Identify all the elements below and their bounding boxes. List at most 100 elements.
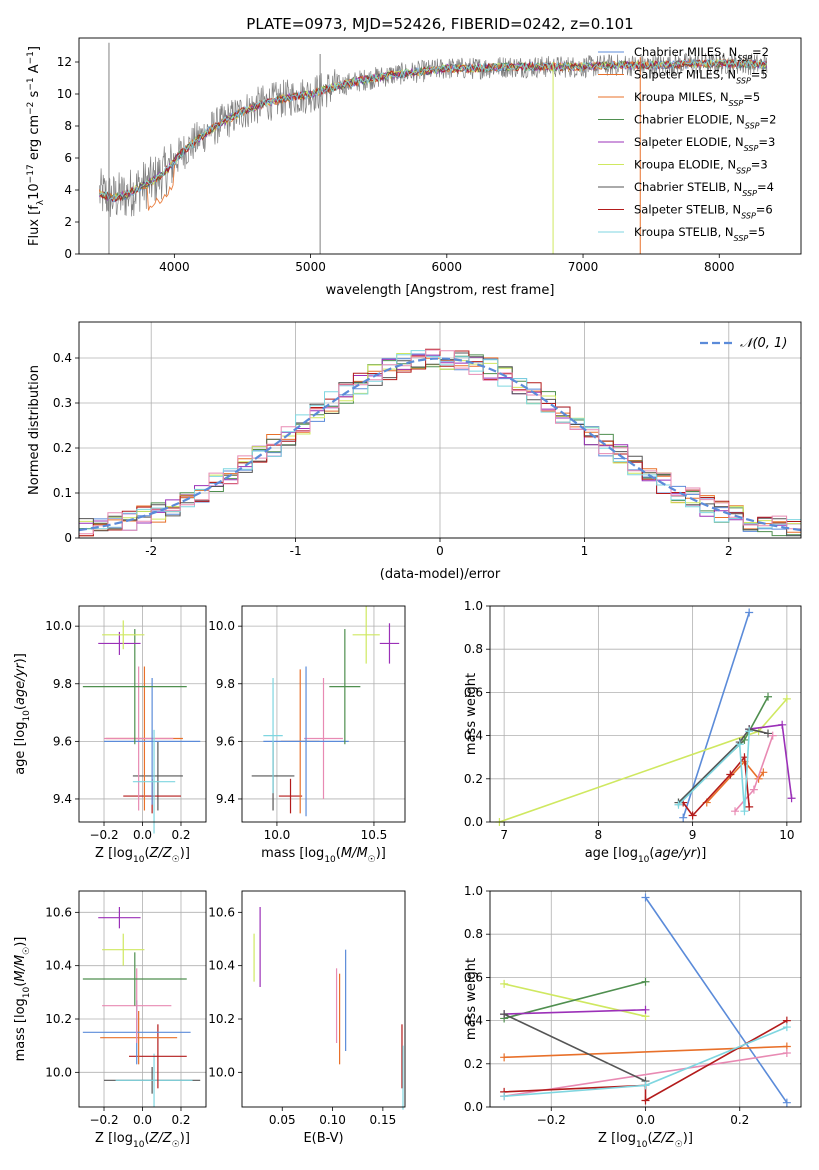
weight-series bbox=[504, 1045, 787, 1059]
y-tick-label: 0.2 bbox=[464, 772, 483, 786]
axes-weight_vs_age: 7 8 9 10 0.0 0.2 0.4 0.6 0.8 1.0 bbox=[464, 599, 801, 842]
y-tick-label: 12 bbox=[57, 55, 72, 69]
y-tick-label: 0.1 bbox=[53, 486, 72, 500]
errorbars-age_vs_Z bbox=[82, 620, 201, 834]
y-tick-label: 0.0 bbox=[464, 815, 483, 829]
weight-marker bbox=[641, 1096, 650, 1105]
weight-marker bbox=[787, 794, 796, 803]
weight-marker bbox=[500, 1053, 509, 1062]
weight-marker bbox=[679, 813, 688, 822]
y-axis-label: mass weight bbox=[464, 673, 479, 755]
model-spectrum-line bbox=[99, 58, 767, 202]
y-tick-label: 0.4 bbox=[464, 1014, 483, 1028]
weight-marker bbox=[782, 1023, 791, 1032]
y-tick-label: 0.2 bbox=[464, 1057, 483, 1071]
x-axis-label: mass [log10(M/M☉)] bbox=[261, 846, 386, 865]
y-axis-label: Flux [fλ10−17 erg cm−2 s−1 A−1] bbox=[26, 46, 46, 246]
weight-marker bbox=[745, 802, 754, 811]
y-tick-label: 0.0 bbox=[464, 1100, 483, 1114]
weight-series bbox=[682, 612, 750, 818]
y-tick-label: 10.6 bbox=[208, 905, 235, 919]
y-tick-label: 1.0 bbox=[464, 884, 483, 898]
legend-spectrum: Chabrier MILES, NSSP=2 Salpeter MILES, NS… bbox=[598, 45, 776, 243]
x-tick-label: 2 bbox=[725, 544, 733, 558]
weight-marker bbox=[500, 979, 509, 988]
x-tick-label: −0.2 bbox=[89, 1113, 118, 1127]
x-tick-label: 0.15 bbox=[370, 1113, 397, 1127]
y-tick-label: 0.8 bbox=[464, 927, 483, 941]
weight-marker bbox=[735, 740, 744, 749]
weight-lines-weight_vs_Z bbox=[500, 893, 791, 1107]
y-axis-label: mass weight bbox=[464, 958, 479, 1040]
weight-marker bbox=[641, 977, 650, 986]
frame-mass_vs_ebv bbox=[241, 890, 406, 1108]
y-tick-label: 9.4 bbox=[53, 792, 72, 806]
legend-entry: Kroupa ELODIE, NSSP=3 bbox=[634, 158, 768, 176]
legend-entry: Salpeter MILES, NSSP=5 bbox=[634, 68, 768, 86]
x-axis-label: Z [log10(Z/Z☉)] bbox=[598, 1131, 693, 1150]
errorbars-age_vs_mass bbox=[251, 606, 400, 817]
weight-marker bbox=[500, 1092, 509, 1101]
x-tick-label: 0.0 bbox=[133, 1113, 152, 1127]
axes-spectrum: 4000 5000 6000 7000 8000 0 2 4 6 8 10 12 bbox=[57, 55, 735, 274]
frame-mass_vs_Z bbox=[78, 890, 207, 1108]
legend-entry: Chabrier STELIB, NSSP=4 bbox=[634, 180, 774, 198]
y-tick-label: 1.0 bbox=[464, 599, 483, 613]
x-tick-label: 7 bbox=[500, 828, 508, 842]
y-axis-label: mass [log10(M/M☉)] bbox=[13, 937, 32, 1062]
frame-weight_vs_age bbox=[489, 605, 802, 823]
x-axis-label: E(B-V) bbox=[303, 1131, 343, 1146]
y-tick-label: 0.3 bbox=[53, 396, 72, 410]
weight-marker bbox=[726, 770, 735, 779]
y-tick-label: 0.8 bbox=[464, 642, 483, 656]
y-tick-label: 10.2 bbox=[45, 1012, 72, 1026]
weight-series bbox=[644, 897, 788, 1104]
frame-histogram bbox=[78, 321, 802, 539]
y-tick-label: 10.4 bbox=[45, 959, 72, 973]
model-spectrum-line bbox=[98, 58, 767, 201]
y-tick-label: 9.8 bbox=[216, 677, 235, 691]
y-tick-label: 0.6 bbox=[464, 970, 483, 984]
legend-entry: Kroupa MILES, NSSP=5 bbox=[634, 90, 760, 108]
weight-series bbox=[503, 980, 646, 1020]
x-tick-label: 10 bbox=[779, 828, 794, 842]
legend-entry: Salpeter ELODIE, NSSP=3 bbox=[634, 135, 775, 153]
x-tick-label: -2 bbox=[145, 544, 157, 558]
weight-marker bbox=[500, 1010, 509, 1019]
legend-entry: Chabrier ELODIE, NSSP=2 bbox=[634, 113, 776, 131]
legend-entry: 𝒩(0, 1) bbox=[740, 336, 787, 351]
weight-marker bbox=[674, 800, 683, 809]
x-tick-label: 0.0 bbox=[133, 828, 152, 842]
x-tick-label: 8 bbox=[595, 828, 603, 842]
axes-age_vs_Z: −0.2 0.0 0.2 9.4 9.6 9.8 10.0 bbox=[45, 606, 206, 842]
y-tick-label: 0 bbox=[64, 531, 72, 545]
y-tick-label: 10.2 bbox=[208, 1012, 235, 1026]
weight-lines-weight_vs_age bbox=[495, 608, 796, 826]
weight-marker bbox=[782, 694, 791, 703]
histogram-series bbox=[78, 349, 801, 538]
weight-series bbox=[504, 1019, 788, 1102]
y-tick-label: 8 bbox=[64, 119, 72, 133]
x-tick-label: 9 bbox=[689, 828, 697, 842]
y-tick-label: 6 bbox=[64, 151, 72, 165]
weight-marker bbox=[745, 727, 754, 736]
weight-marker bbox=[641, 893, 650, 902]
y-tick-label: 0 bbox=[64, 247, 72, 261]
y-tick-label: 4 bbox=[64, 183, 72, 197]
weight-marker bbox=[749, 785, 758, 794]
weight-marker bbox=[764, 692, 773, 701]
y-tick-label: 0.4 bbox=[464, 729, 483, 743]
legend-entry: Chabrier MILES, NSSP=2 bbox=[634, 45, 769, 63]
x-tick-label: −0.2 bbox=[89, 828, 118, 842]
x-tick-label: -1 bbox=[290, 544, 302, 558]
errorbars-mass_vs_Z bbox=[82, 907, 201, 1107]
y-tick-label: 0.4 bbox=[53, 351, 72, 365]
frame-age_vs_mass bbox=[241, 605, 406, 823]
weight-series bbox=[677, 731, 750, 812]
spectrum-lines bbox=[98, 42, 768, 254]
frame-age_vs_Z bbox=[78, 605, 207, 823]
y-axis-label: age [log10(age/yr)] bbox=[13, 653, 32, 775]
x-tick-label: 0.05 bbox=[269, 1113, 296, 1127]
y-tick-label: 9.8 bbox=[53, 677, 72, 691]
normal-curve bbox=[78, 357, 802, 532]
